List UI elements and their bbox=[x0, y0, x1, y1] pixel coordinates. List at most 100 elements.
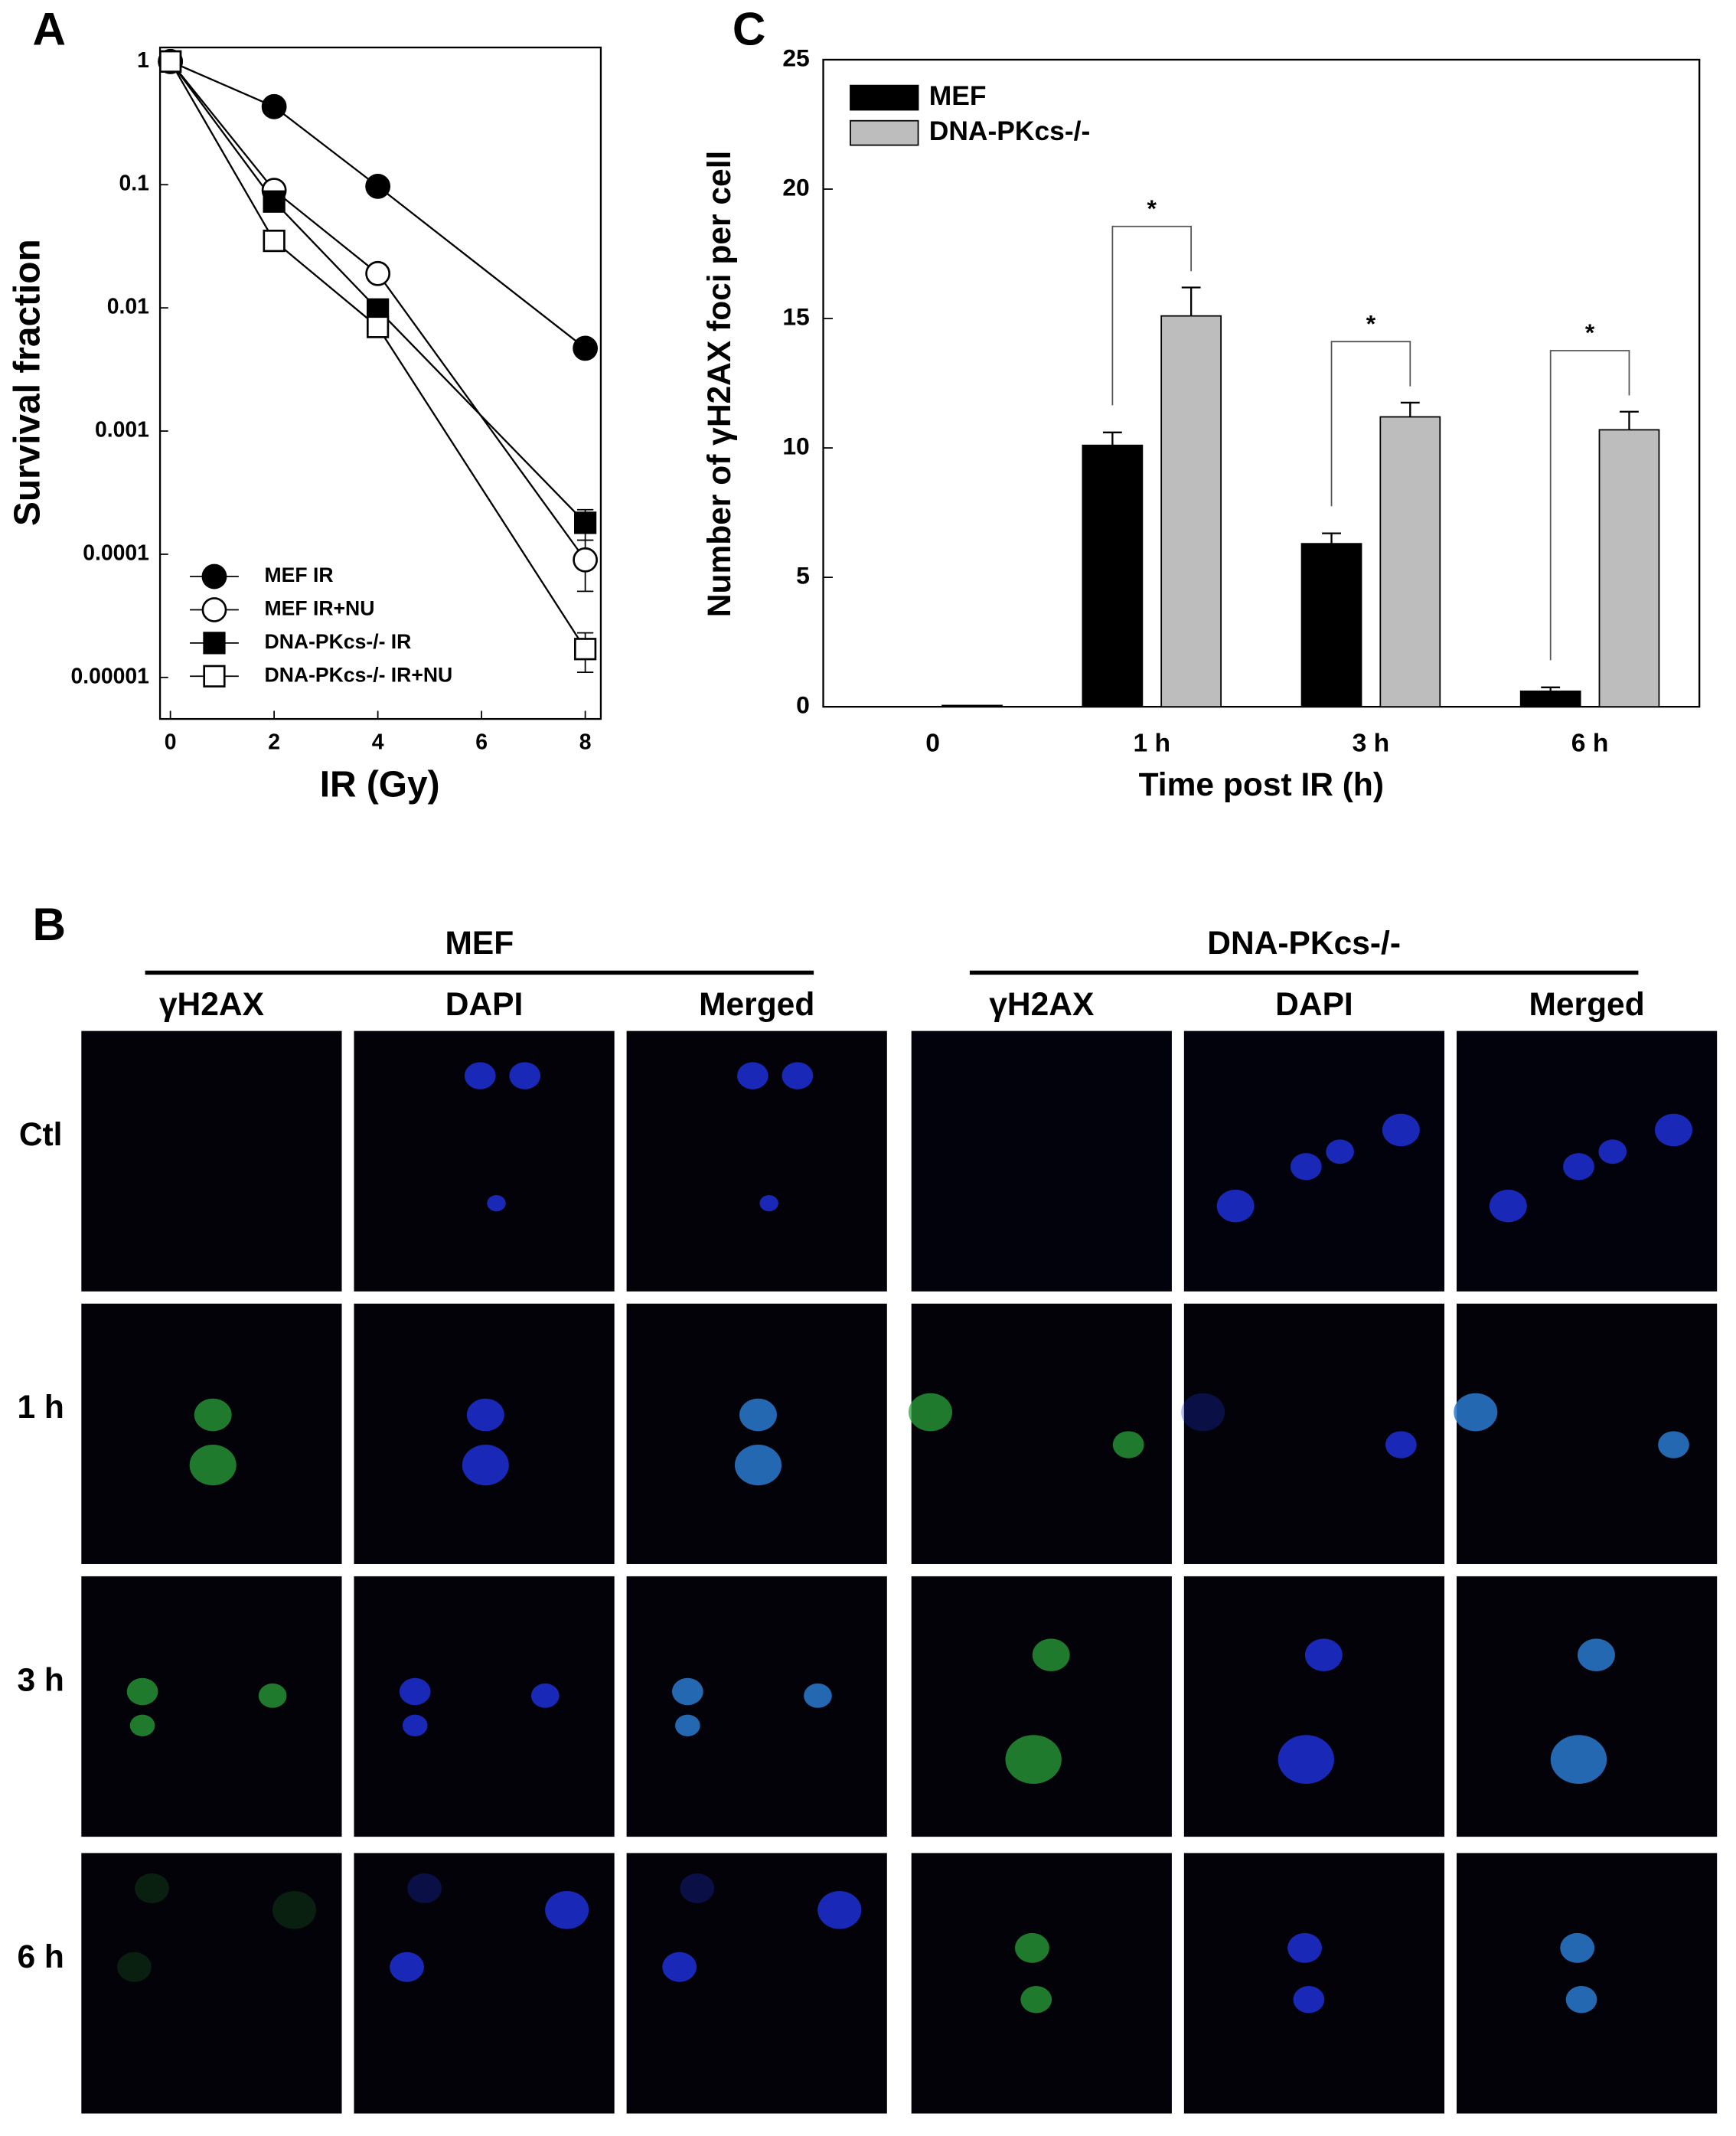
nucleus bbox=[1287, 1932, 1322, 1963]
nucleus bbox=[1278, 1735, 1334, 1785]
nucleus bbox=[464, 1062, 496, 1089]
nucleus bbox=[1385, 1431, 1417, 1458]
nucleus bbox=[782, 1062, 814, 1089]
micrograph bbox=[81, 1303, 342, 1564]
panel-label: C bbox=[733, 2, 766, 54]
x-axis-label: IR (Gy) bbox=[320, 764, 440, 805]
nucleus bbox=[1293, 1986, 1325, 2014]
y-tick-label: 15 bbox=[782, 302, 809, 330]
legend-marker bbox=[201, 597, 227, 622]
micrograph bbox=[626, 1576, 887, 1837]
nucleus bbox=[1326, 1139, 1354, 1164]
nucleus bbox=[675, 1714, 700, 1737]
bar bbox=[1300, 543, 1362, 708]
nucleus bbox=[804, 1683, 832, 1708]
row-label: 3 h bbox=[17, 1662, 64, 1698]
bar bbox=[1160, 315, 1222, 708]
nucleus bbox=[545, 1890, 589, 1929]
nucleus bbox=[129, 1714, 155, 1737]
bar bbox=[941, 704, 1003, 708]
nucleus bbox=[1565, 1986, 1597, 2014]
y-axis-label: Number of γH2AX foci per cell bbox=[702, 151, 738, 618]
nucleus bbox=[817, 1890, 862, 1929]
y-tick-label: 0 bbox=[796, 691, 810, 719]
nucleus bbox=[1005, 1735, 1062, 1785]
x-tick-label: 6 h bbox=[1571, 730, 1609, 758]
nucleus bbox=[194, 1398, 232, 1432]
error-bar bbox=[1102, 431, 1122, 446]
marker bbox=[263, 229, 286, 253]
micrograph bbox=[354, 1853, 615, 2114]
legend-label: MEF bbox=[929, 80, 987, 111]
error-bar bbox=[1400, 401, 1420, 417]
marker bbox=[261, 93, 287, 119]
nucleus bbox=[487, 1195, 506, 1212]
micrograph bbox=[911, 1576, 1172, 1837]
nucleus bbox=[135, 1873, 169, 1903]
y-tick-label: 25 bbox=[782, 44, 809, 71]
legend-label: DNA-PKcs-/- IR bbox=[265, 630, 412, 653]
nucleus bbox=[1304, 1638, 1343, 1671]
y-tick-label: 0.0001 bbox=[83, 541, 149, 565]
nucleus bbox=[189, 1445, 237, 1486]
significance-bracket bbox=[1330, 341, 1411, 507]
legend-marker bbox=[203, 632, 226, 655]
micrograph bbox=[354, 1303, 615, 1564]
y-tick-label: 1 bbox=[137, 48, 149, 73]
nucleus bbox=[1560, 1932, 1595, 1963]
marker bbox=[573, 335, 599, 361]
nucleus bbox=[1020, 1986, 1052, 2014]
nucleus bbox=[258, 1683, 287, 1708]
nucleus bbox=[1550, 1735, 1607, 1785]
nucleus bbox=[509, 1062, 541, 1089]
y-tick-label: 0.00001 bbox=[70, 664, 148, 688]
micrograph bbox=[354, 1576, 615, 1837]
row-label: Ctl bbox=[19, 1117, 63, 1153]
micrograph bbox=[626, 1303, 887, 1564]
legend-label: DNA-PKcs-/- bbox=[929, 116, 1091, 146]
legend-swatch bbox=[850, 119, 919, 146]
micrograph bbox=[81, 1853, 342, 2114]
y-tick-label: 0.001 bbox=[95, 418, 149, 443]
significance-label: * bbox=[1366, 309, 1376, 337]
significance-bracket bbox=[1549, 350, 1630, 661]
nucleus bbox=[272, 1890, 317, 1929]
column-label: DAPI bbox=[1275, 987, 1353, 1023]
x-axis-label: Time post IR (h) bbox=[1139, 767, 1384, 803]
nucleus bbox=[1563, 1153, 1594, 1181]
legend-marker bbox=[203, 665, 226, 688]
bar bbox=[1519, 690, 1581, 708]
y-axis-label: Survival fraction bbox=[8, 239, 48, 526]
marker bbox=[573, 547, 599, 573]
nucleus bbox=[117, 1951, 152, 1982]
micrograph bbox=[911, 1853, 1172, 2114]
nucleus bbox=[466, 1398, 504, 1432]
x-tick-label: 0 bbox=[165, 730, 177, 754]
micrograph bbox=[1456, 1576, 1718, 1837]
nucleus bbox=[734, 1445, 782, 1486]
y-tick-label: 20 bbox=[782, 173, 809, 201]
marker bbox=[367, 315, 390, 338]
marker bbox=[365, 260, 391, 286]
micrograph bbox=[1183, 1576, 1445, 1837]
micrograph bbox=[81, 1030, 342, 1292]
plot-frame bbox=[822, 58, 1701, 708]
nucleus bbox=[530, 1683, 560, 1708]
column-label: DAPI bbox=[445, 987, 524, 1023]
legend-marker bbox=[201, 563, 227, 590]
nucleus bbox=[1382, 1113, 1420, 1147]
marker bbox=[573, 638, 597, 661]
error-bar bbox=[1322, 532, 1341, 544]
nucleus bbox=[1032, 1638, 1070, 1671]
marker bbox=[159, 50, 182, 73]
panel-label: A bbox=[33, 2, 67, 54]
micrograph bbox=[626, 1853, 887, 2114]
nucleus bbox=[662, 1951, 697, 1982]
error-bar bbox=[1541, 686, 1561, 691]
bar bbox=[1082, 444, 1144, 708]
micrograph bbox=[911, 1030, 1172, 1292]
nucleus bbox=[126, 1677, 158, 1706]
panel-label: B bbox=[33, 898, 67, 950]
